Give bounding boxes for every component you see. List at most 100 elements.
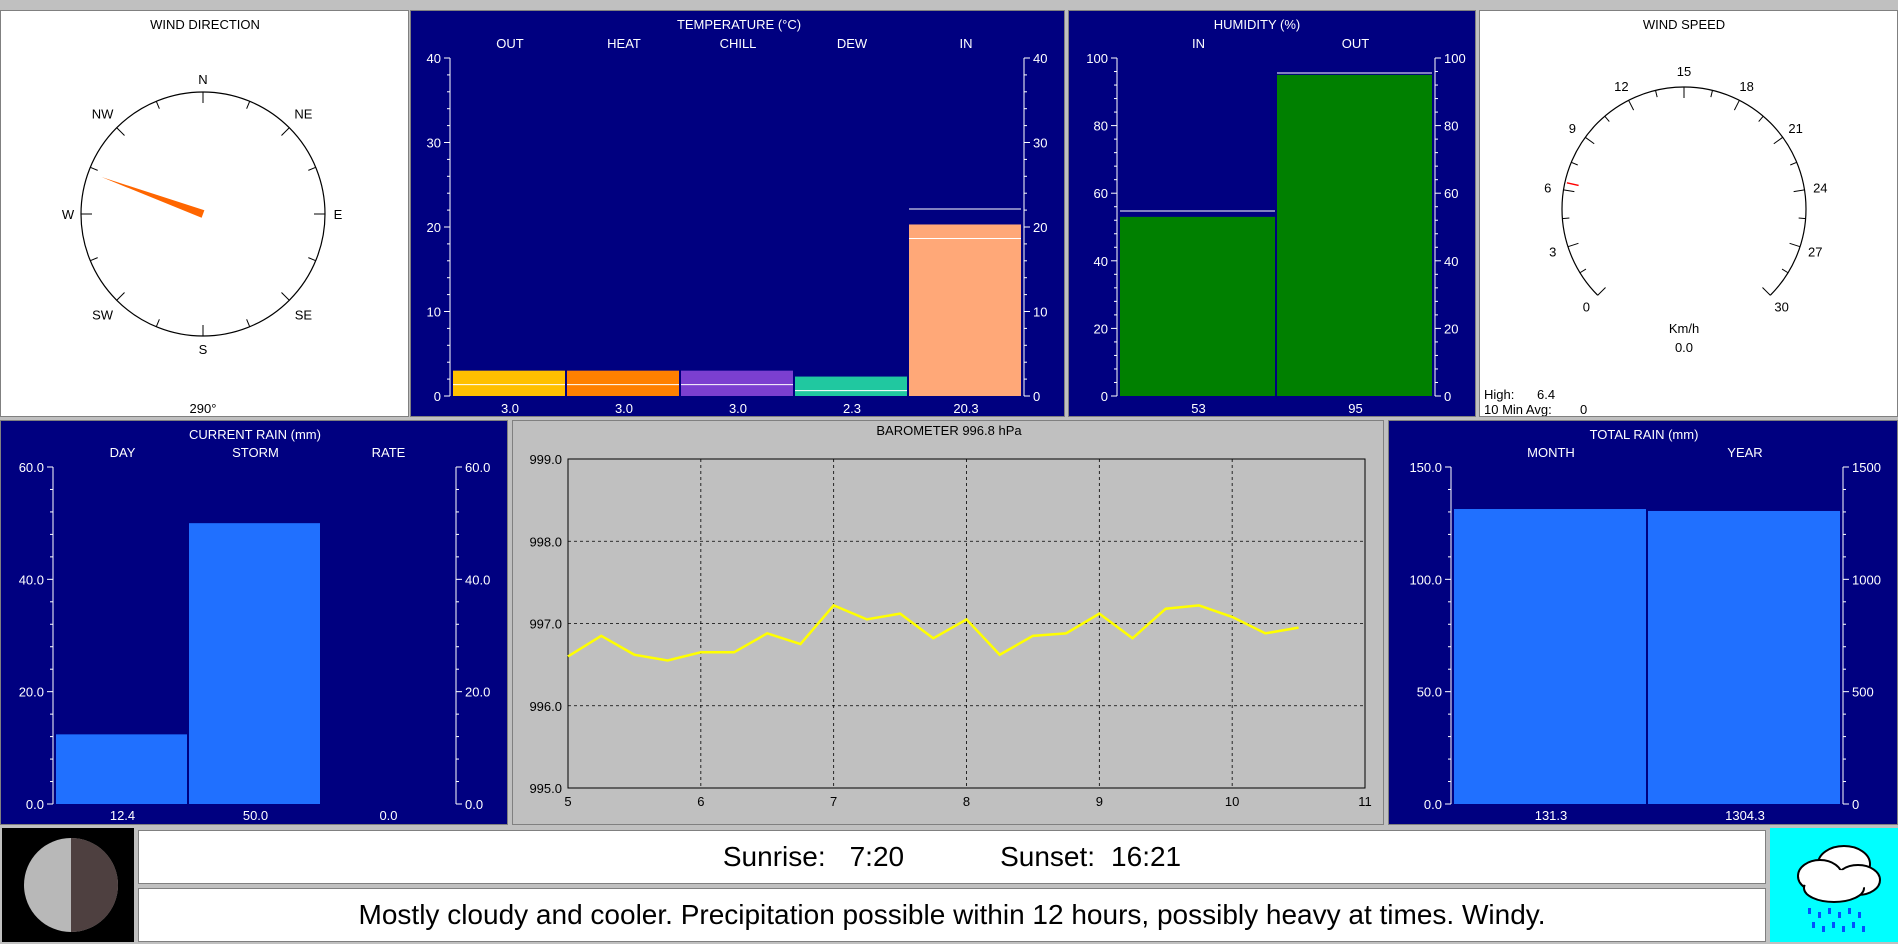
temp-bar-out-value: 3.0 (501, 401, 519, 416)
hum-bar-out-label: OUT (1342, 36, 1370, 51)
sunset-time: 16:21 (1111, 841, 1181, 873)
rain-bar-storm-label: STORM (232, 445, 279, 460)
hum-tick-label: 0 (1101, 389, 1108, 404)
current-rain-title: CURRENT RAIN (mm) (189, 427, 321, 442)
temperature-chart: TEMPERATURE (°C) 0 10 20 30 40 0 10 20 30 40 OUT 3.… (411, 11, 1065, 417)
compass-tick (308, 167, 315, 170)
gauge-tick (1605, 116, 1610, 121)
forecast-box: Mostly cloudy and cooler. Precipitation … (138, 888, 1766, 942)
total-rain-bar-year (1648, 511, 1840, 804)
hum-bar-in-value: 53 (1191, 401, 1205, 416)
barometer-x-tick: 11 (1358, 794, 1372, 809)
compass-tick (247, 101, 250, 108)
temp-tick-label: 30 (427, 136, 441, 151)
rain-bar-day-value: 12.4 (110, 808, 135, 823)
wind-speed-high-label: High: (1484, 387, 1514, 402)
wind-compass: WIND DIRECTION N NE E SE S SW W NW 290° (1, 11, 409, 417)
hum-tick-label: 20 (1094, 321, 1108, 336)
temp-bar-in-value: 20.3 (953, 401, 978, 416)
wind-direction-needle (102, 177, 205, 218)
humidity-chart: HUMIDITY (%) 0 20 40 60 80 100 0 20 40 60 80 100 IN 5… (1069, 11, 1476, 417)
compass-tick (117, 128, 125, 136)
temperature-panel: TEMPERATURE (°C) 0 10 20 30 40 0 10 20 30 40 OUT 3.… (410, 10, 1065, 417)
rain-bar-day (56, 734, 187, 804)
compass-label-e: E (334, 207, 343, 222)
total-rain-title: TOTAL RAIN (mm) (1590, 427, 1699, 442)
temp-bar-in (909, 224, 1021, 396)
compass-tick (117, 292, 125, 300)
rain-bar-storm-value: 50.0 (243, 808, 268, 823)
total-rain-panel: TOTAL RAIN (mm) 0.0 50.0 100.0 150.0 0 500 100… (1388, 420, 1898, 825)
gauge-tick-label: 27 (1808, 245, 1822, 260)
temp-tick-label: 30 (1033, 136, 1047, 151)
gauge-tick (1598, 287, 1606, 295)
total-rain-tick-label: 0 (1852, 797, 1859, 812)
barometer-y-tick: 996.0 (529, 699, 562, 714)
hum-bar-out-value: 95 (1348, 401, 1362, 416)
barometer-x-tick: 6 (697, 794, 704, 809)
temp-bar-chill (681, 371, 793, 396)
hum-tick-label: 20 (1444, 321, 1458, 336)
total-rain-tick-label: 50.0 (1417, 685, 1442, 700)
gauge-tick (1580, 269, 1586, 273)
moon-phase-panel (2, 828, 134, 942)
gauge-tick (1790, 162, 1796, 165)
wind-direction-panel: WIND DIRECTION N NE E SE S SW W NW 290° (0, 10, 409, 417)
rain-tick-label: 20.0 (19, 685, 44, 700)
temp-bar-chill-value: 3.0 (729, 401, 747, 416)
wind-direction-title: WIND DIRECTION (150, 17, 260, 32)
rain-tick-label: 40.0 (19, 572, 44, 587)
compass-tick (90, 167, 97, 170)
gauge-tick (1734, 100, 1739, 110)
forecast-icon-panel (1770, 828, 1898, 942)
temp-bar-heat-label: HEAT (607, 36, 641, 51)
hum-tick-label: 100 (1086, 51, 1108, 66)
sun-times-box: Sunrise: 7:20 Sunset: 16:21 (138, 830, 1766, 884)
total-rain-tick-label: 100.0 (1409, 572, 1442, 587)
compass-label-w: W (62, 207, 75, 222)
wind-speed-gauge: WIND SPEED 0 3 6 9 12 15 18 21 24 27 30 Km/h 0.0 H… (1480, 11, 1898, 417)
gauge-tick (1774, 137, 1783, 143)
total-rain-tick-label: 1000 (1852, 572, 1881, 587)
gauge-tick (1564, 190, 1575, 192)
compass-tick (308, 258, 315, 261)
barometer-series-line (568, 605, 1299, 660)
temp-tick-label: 10 (427, 305, 441, 320)
gauge-tick (1759, 116, 1764, 121)
compass-tick (90, 258, 97, 261)
hum-bar-out (1277, 75, 1432, 396)
temp-tick-label: 0 (434, 389, 441, 404)
barometer-x-tick: 10 (1225, 794, 1239, 809)
gauge-tick (1799, 218, 1806, 219)
barometer-x-tick: 8 (963, 794, 970, 809)
temp-tick-label: 20 (1033, 220, 1047, 235)
humidity-title: HUMIDITY (%) (1214, 17, 1300, 32)
humidity-panel: HUMIDITY (%) 0 20 40 60 80 100 0 20 40 60 80 100 IN 5… (1068, 10, 1476, 417)
gauge-tick-label: 3 (1549, 245, 1556, 260)
rain-tick-label: 20.0 (465, 685, 490, 700)
hum-tick-label: 60 (1444, 186, 1458, 201)
barometer-chart: BAROMETER 996.8 hPa 995.0 996.0 997.0 998.0… (513, 421, 1384, 825)
temp-bar-heat (567, 371, 679, 396)
wind-speed-avg-label: 10 Min Avg: (1484, 402, 1552, 417)
barometer-y-tick: 999.0 (529, 452, 562, 467)
temp-tick-label: 20 (427, 220, 441, 235)
gauge-tick (1711, 90, 1713, 97)
gauge-tick-label: 0 (1583, 300, 1590, 315)
barometer-x-tick: 7 (830, 794, 837, 809)
gauge-tick-label: 18 (1739, 79, 1753, 94)
temp-bar-dew (795, 377, 907, 396)
gauge-tick (1782, 269, 1788, 273)
temperature-title: TEMPERATURE (°C) (677, 17, 801, 32)
wind-speed-avg-value: 0 (1580, 402, 1587, 417)
temp-bar-in-label: IN (960, 36, 973, 51)
temp-tick-label: 40 (1033, 51, 1047, 66)
hum-tick-label: 80 (1444, 119, 1458, 134)
rain-tick-label: 60.0 (465, 460, 490, 475)
total-rain-tick-label: 0.0 (1424, 797, 1442, 812)
total-rain-bar-month-label: MONTH (1527, 445, 1575, 460)
wind-speed-value: 0.0 (1675, 340, 1693, 355)
temp-tick-label: 0 (1033, 389, 1040, 404)
gauge-tick-label: 15 (1677, 64, 1691, 79)
gauge-high-mark (1567, 183, 1579, 186)
